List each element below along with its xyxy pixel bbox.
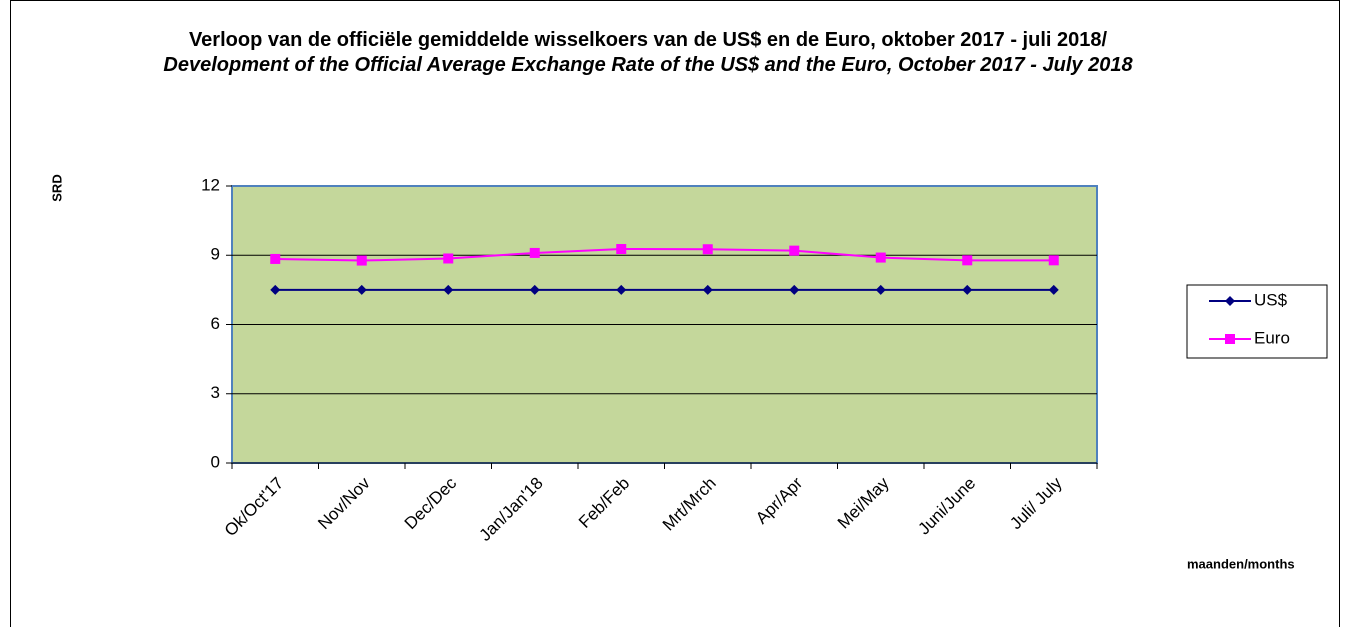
legend-label: US$: [1254, 290, 1288, 309]
data-point: [962, 255, 973, 266]
data-point: [270, 253, 281, 264]
chart-frame: [10, 0, 1340, 627]
x-tick-label: Feb/Feb: [575, 474, 633, 532]
x-tick-label: Mei/May: [834, 473, 893, 532]
x-tick-label: Apr/Apr: [752, 473, 806, 527]
y-tick-label: 3: [211, 383, 220, 402]
data-point: [1048, 284, 1059, 295]
subtitle: Development of the Official Average Exch…: [163, 54, 1133, 76]
x-axis-label: maanden/months: [1187, 556, 1295, 571]
data-point: [356, 255, 367, 266]
legend-marker: [1225, 334, 1235, 344]
y-tick-label: 9: [211, 245, 220, 264]
data-point: [875, 284, 886, 295]
data-point: [875, 252, 886, 263]
x-tick-label: Juni/June: [914, 474, 979, 539]
data-point: [789, 284, 800, 295]
data-point: [443, 253, 454, 264]
y-axis-label: SRD: [49, 174, 64, 201]
series-line: [275, 248, 1054, 262]
data-point: [789, 245, 800, 256]
data-point: [702, 244, 713, 255]
legend-marker: [1225, 296, 1235, 306]
data-point: [529, 247, 540, 258]
x-tick-label: Jan/Jan'18: [476, 474, 547, 545]
x-tick-label: Ok/Oct'17: [221, 474, 288, 541]
x-tick-label: Mrt/Mrch: [659, 474, 720, 535]
data-point: [616, 244, 627, 255]
legend-label: Euro: [1254, 328, 1290, 347]
data-point: [962, 284, 973, 295]
legend-box: [1186, 284, 1328, 359]
data-point: [356, 284, 367, 295]
data-point: [702, 284, 713, 295]
x-tick-label: Juli/ July: [1006, 473, 1066, 533]
chart-title: Verloop van de officiële gemiddelde wiss…: [148, 28, 1148, 78]
data-point: [616, 284, 627, 295]
y-tick-label: 0: [211, 452, 220, 471]
x-tick-label: Dec/Dec: [401, 473, 461, 533]
data-point: [270, 284, 281, 295]
data-point: [529, 284, 540, 295]
title: Verloop van de officiële gemiddelde wiss…: [188, 29, 1108, 51]
data-point: [1048, 255, 1059, 266]
x-tick-label: Nov/Nov: [314, 473, 374, 533]
data-point: [443, 284, 454, 295]
y-tick-label: 6: [211, 314, 220, 333]
y-tick-label: 12: [201, 175, 220, 194]
